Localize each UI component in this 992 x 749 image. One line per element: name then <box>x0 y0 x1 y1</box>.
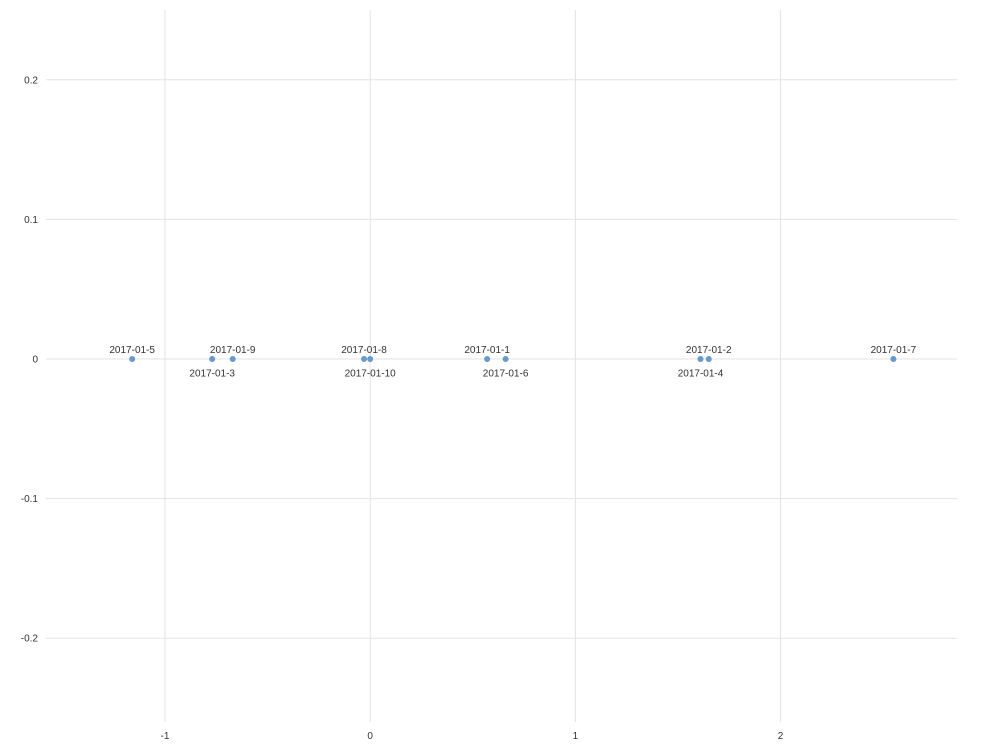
point-label: 2017-01-10 <box>345 369 397 380</box>
point-label: 2017-01-3 <box>189 369 235 380</box>
data-point <box>129 356 136 363</box>
data-point <box>361 356 368 363</box>
point-label: 2017-01-7 <box>871 345 917 356</box>
data-point <box>367 356 374 363</box>
data-point <box>705 356 712 363</box>
x-tick-label: 1 <box>573 731 579 742</box>
point-label: 2017-01-8 <box>341 345 387 356</box>
grid-layer <box>46 10 957 722</box>
point-label: 2017-01-1 <box>464 345 510 356</box>
data-point <box>484 356 491 363</box>
point-label: 2017-01-4 <box>678 369 724 380</box>
y-tick-label: 0.2 <box>24 75 38 86</box>
data-point <box>502 356 509 363</box>
tick-layer: -1 0 1 2 0.2 0.1 0 -0.1 -0.2 <box>21 75 784 742</box>
point-layer <box>129 356 897 363</box>
point-label: 2017-01-5 <box>109 345 155 356</box>
x-tick-label: -1 <box>161 731 170 742</box>
label-layer: 2017-01-5 2017-01-3 2017-01-9 2017-01-8 2017… <box>109 345 916 380</box>
y-tick-label: -0.1 <box>21 494 39 505</box>
data-point <box>229 356 236 363</box>
y-tick-label: 0.1 <box>24 215 38 226</box>
y-tick-label: 0 <box>32 355 38 366</box>
point-label: 2017-01-9 <box>210 345 256 356</box>
x-tick-label: 0 <box>367 731 373 742</box>
x-tick-label: 2 <box>778 731 784 742</box>
data-point <box>697 356 704 363</box>
y-tick-label: -0.2 <box>21 634 39 645</box>
point-label: 2017-01-6 <box>483 369 529 380</box>
data-point <box>209 356 216 363</box>
data-point <box>890 356 897 363</box>
point-label: 2017-01-2 <box>686 345 732 356</box>
